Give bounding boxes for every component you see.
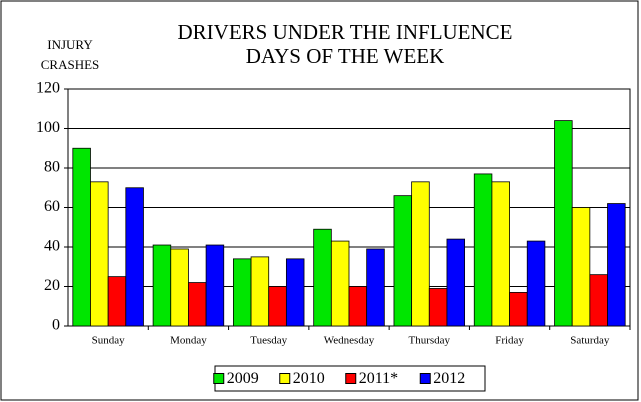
bar: [188, 282, 207, 327]
bar: [107, 276, 127, 327]
bar: [589, 274, 608, 327]
legend-swatch: [419, 373, 431, 384]
x-tick-label: Wednesday: [324, 335, 375, 347]
bar: [330, 240, 350, 327]
bar: [250, 256, 270, 327]
legend-swatch: [345, 373, 357, 384]
bar: [607, 203, 626, 327]
bar: [554, 120, 573, 327]
bar: [393, 195, 413, 327]
legend-label: 2011*: [359, 370, 398, 387]
y-tick-label: 120: [36, 80, 60, 97]
x-tick-label: Tuesday: [250, 335, 287, 347]
bar: [411, 181, 430, 327]
y-tick-label: 20: [44, 277, 60, 294]
y-tick-label: 60: [44, 198, 60, 215]
bar: [526, 240, 546, 327]
legend-label: 2010: [293, 370, 325, 387]
x-tick-label: Thursday: [409, 335, 451, 347]
bar: [491, 181, 510, 327]
bar: [170, 248, 189, 327]
bar: [428, 288, 448, 327]
bar: [509, 292, 528, 327]
y-tick-label: 80: [44, 159, 60, 176]
chart-subtitle: DAYS OF THE WEEK: [246, 44, 445, 68]
chart-title: DRIVERS UNDER THE INFLUENCE: [177, 20, 512, 44]
bar: [72, 147, 91, 327]
bar: [366, 248, 385, 327]
bar: [285, 258, 305, 327]
y-axis-label: CRASHES: [41, 57, 100, 72]
bar: [571, 207, 591, 327]
legend-label: 2009: [227, 370, 259, 387]
y-tick-label: 100: [36, 119, 60, 136]
legend-swatch: [213, 373, 225, 384]
legend-swatch: [279, 373, 291, 384]
bar: [152, 244, 172, 327]
bar: [232, 258, 252, 327]
y-tick-label: 40: [44, 238, 60, 255]
y-axis-label: INJURY: [47, 37, 93, 52]
bar: [125, 187, 144, 327]
x-tick-label: Saturday: [570, 335, 610, 347]
bar: [205, 244, 225, 327]
bar: [90, 181, 109, 327]
x-tick-label: Sunday: [92, 335, 126, 347]
x-tick-label: Friday: [495, 335, 524, 347]
bar: [348, 286, 368, 327]
bar: [446, 238, 466, 327]
x-tick-label: Monday: [170, 335, 207, 347]
bar: [268, 286, 287, 327]
y-tick-label: 0: [52, 317, 60, 334]
legend-label: 2012: [433, 370, 465, 387]
bar: [473, 173, 493, 327]
bar: [313, 228, 332, 327]
